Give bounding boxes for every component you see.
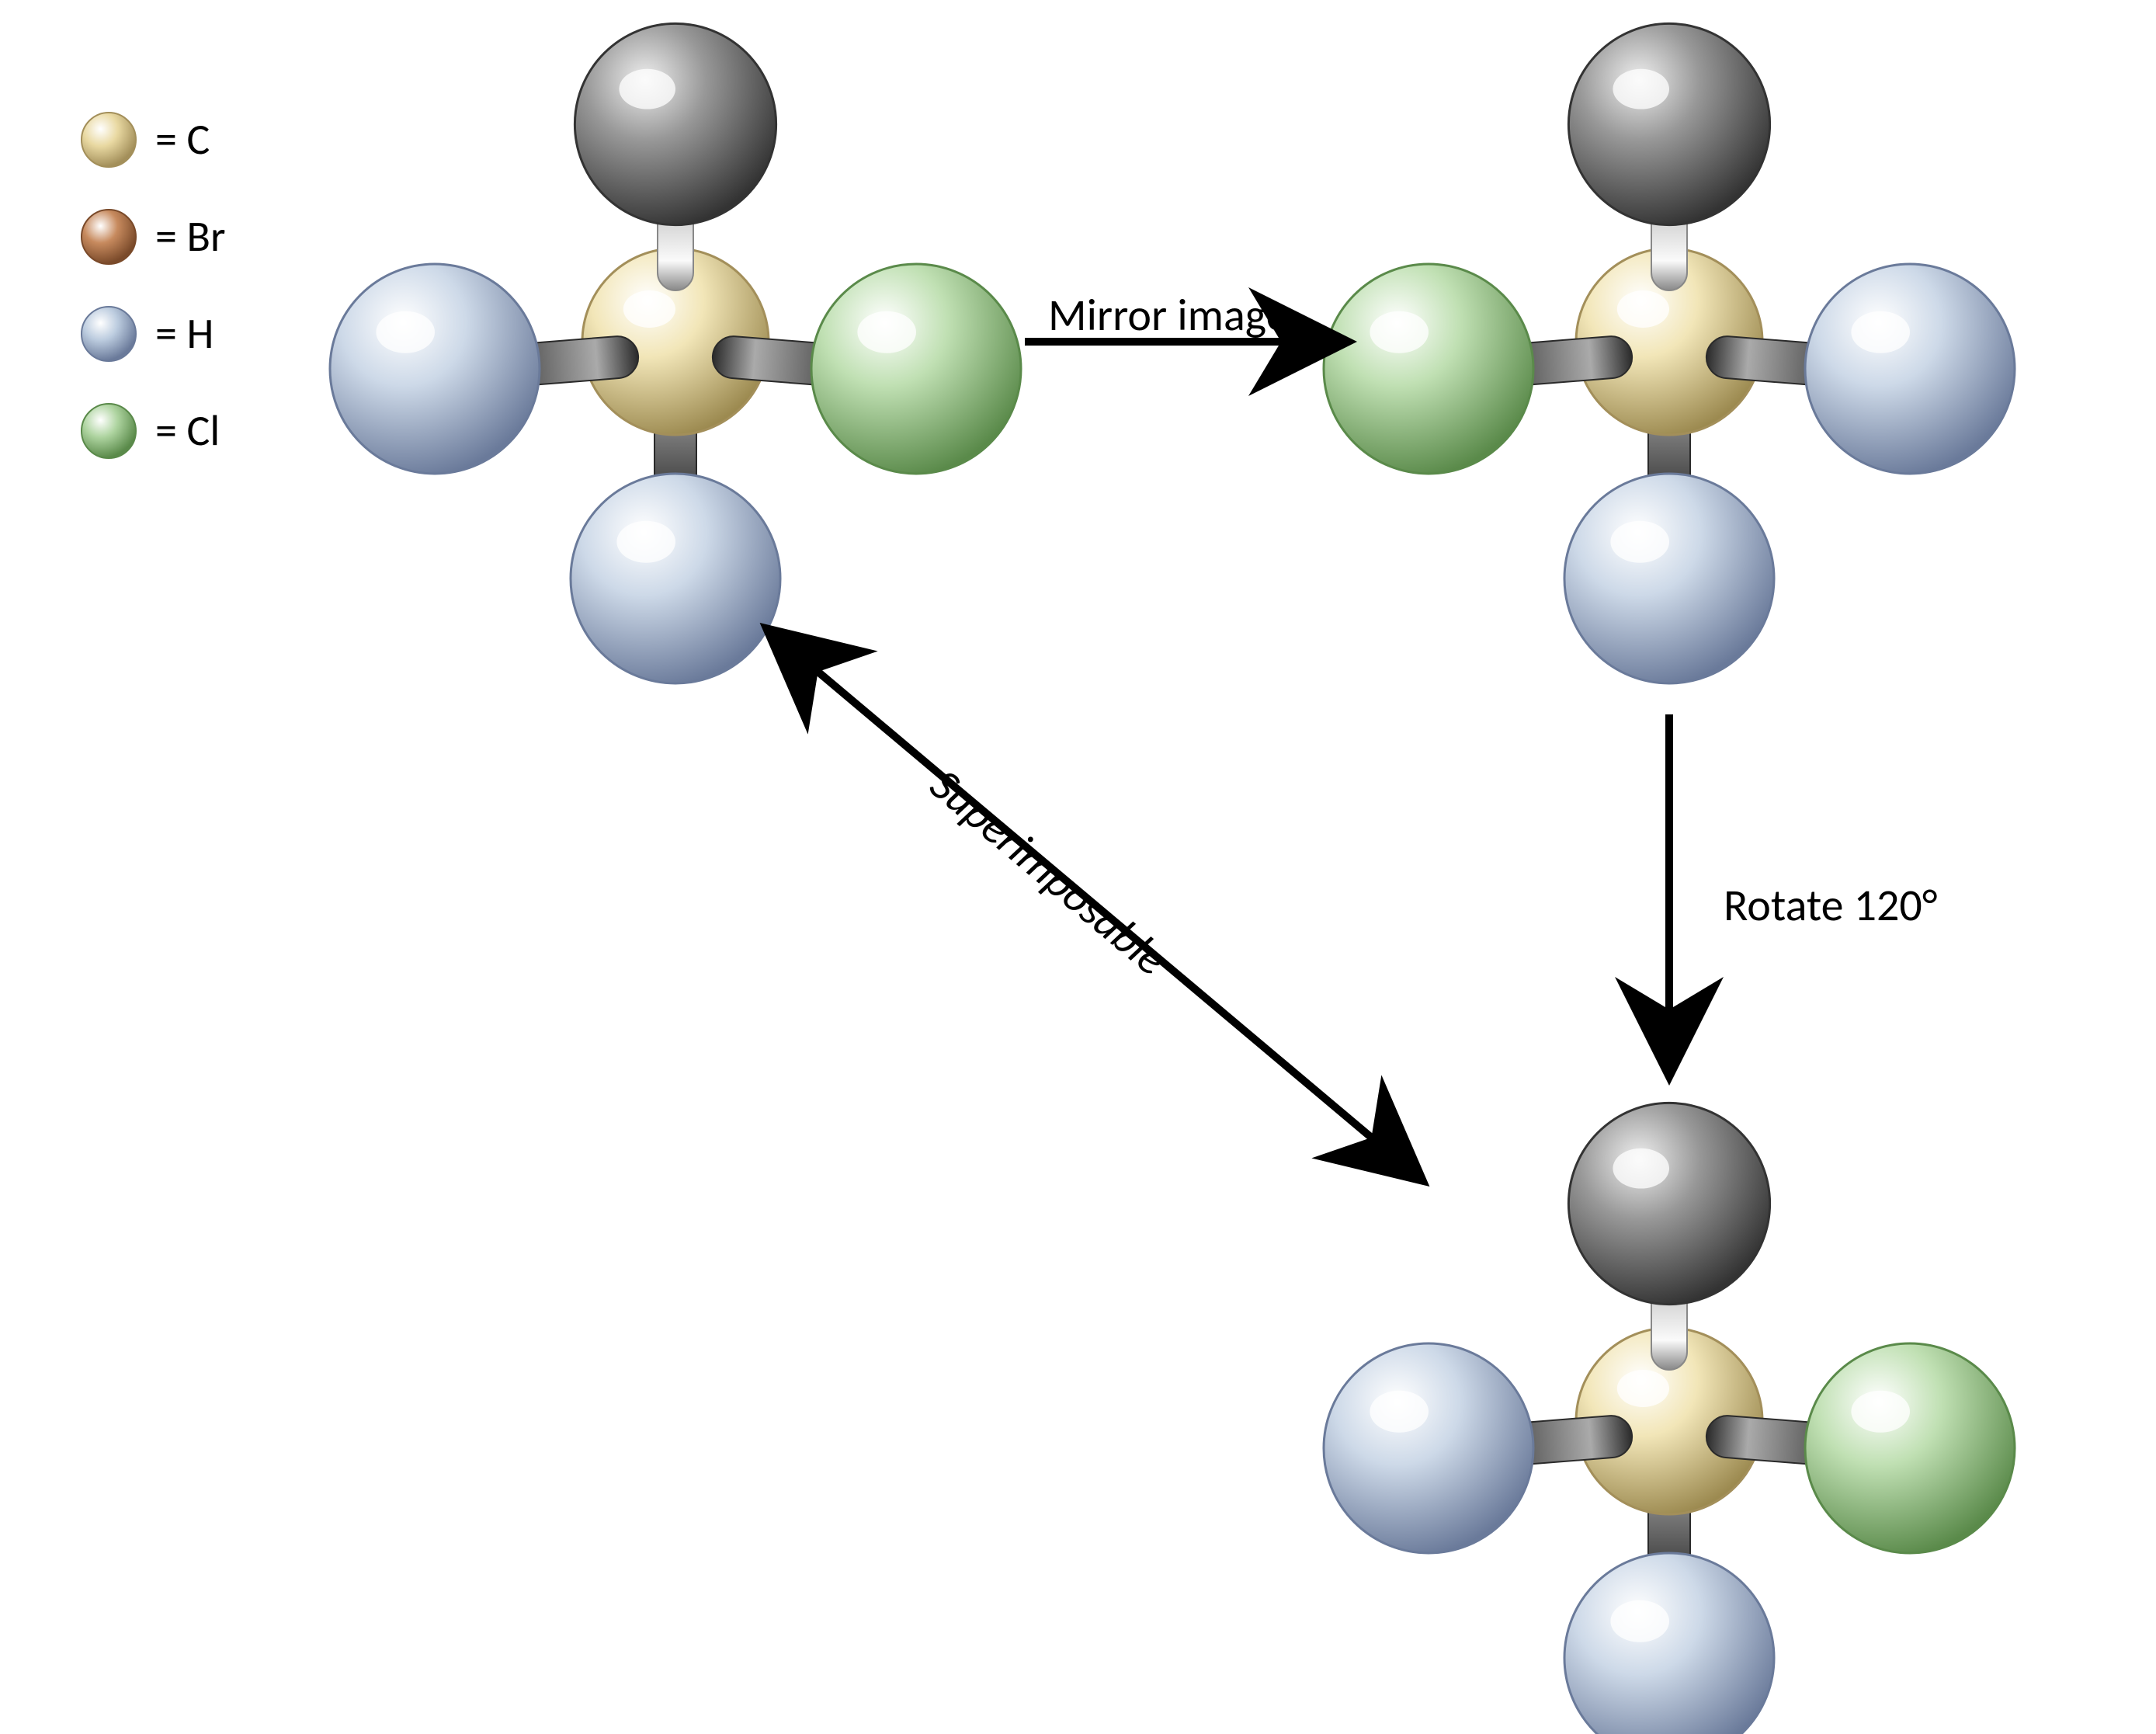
- atom-top: [1568, 1103, 1769, 1304]
- label-rotate: Rotate 120°: [1724, 877, 1937, 933]
- label-mirror-image: Mirror image: [1048, 287, 1288, 342]
- atom-right: [811, 264, 1021, 474]
- mol1: [330, 23, 1021, 683]
- atom-right: [1805, 264, 2015, 474]
- atom-left: [1324, 1343, 1533, 1553]
- atom-top: [575, 23, 776, 224]
- atom-bottom: [1564, 1553, 1774, 1734]
- atom-right: [1805, 1343, 2015, 1553]
- mol2: [1324, 23, 2015, 683]
- atom-left: [330, 264, 540, 474]
- atom-bottom: [571, 474, 780, 683]
- atom-left: [1324, 264, 1533, 474]
- atom-bottom: [1564, 474, 1774, 683]
- atom-top: [1568, 23, 1769, 224]
- mol3: [1324, 1103, 2015, 1734]
